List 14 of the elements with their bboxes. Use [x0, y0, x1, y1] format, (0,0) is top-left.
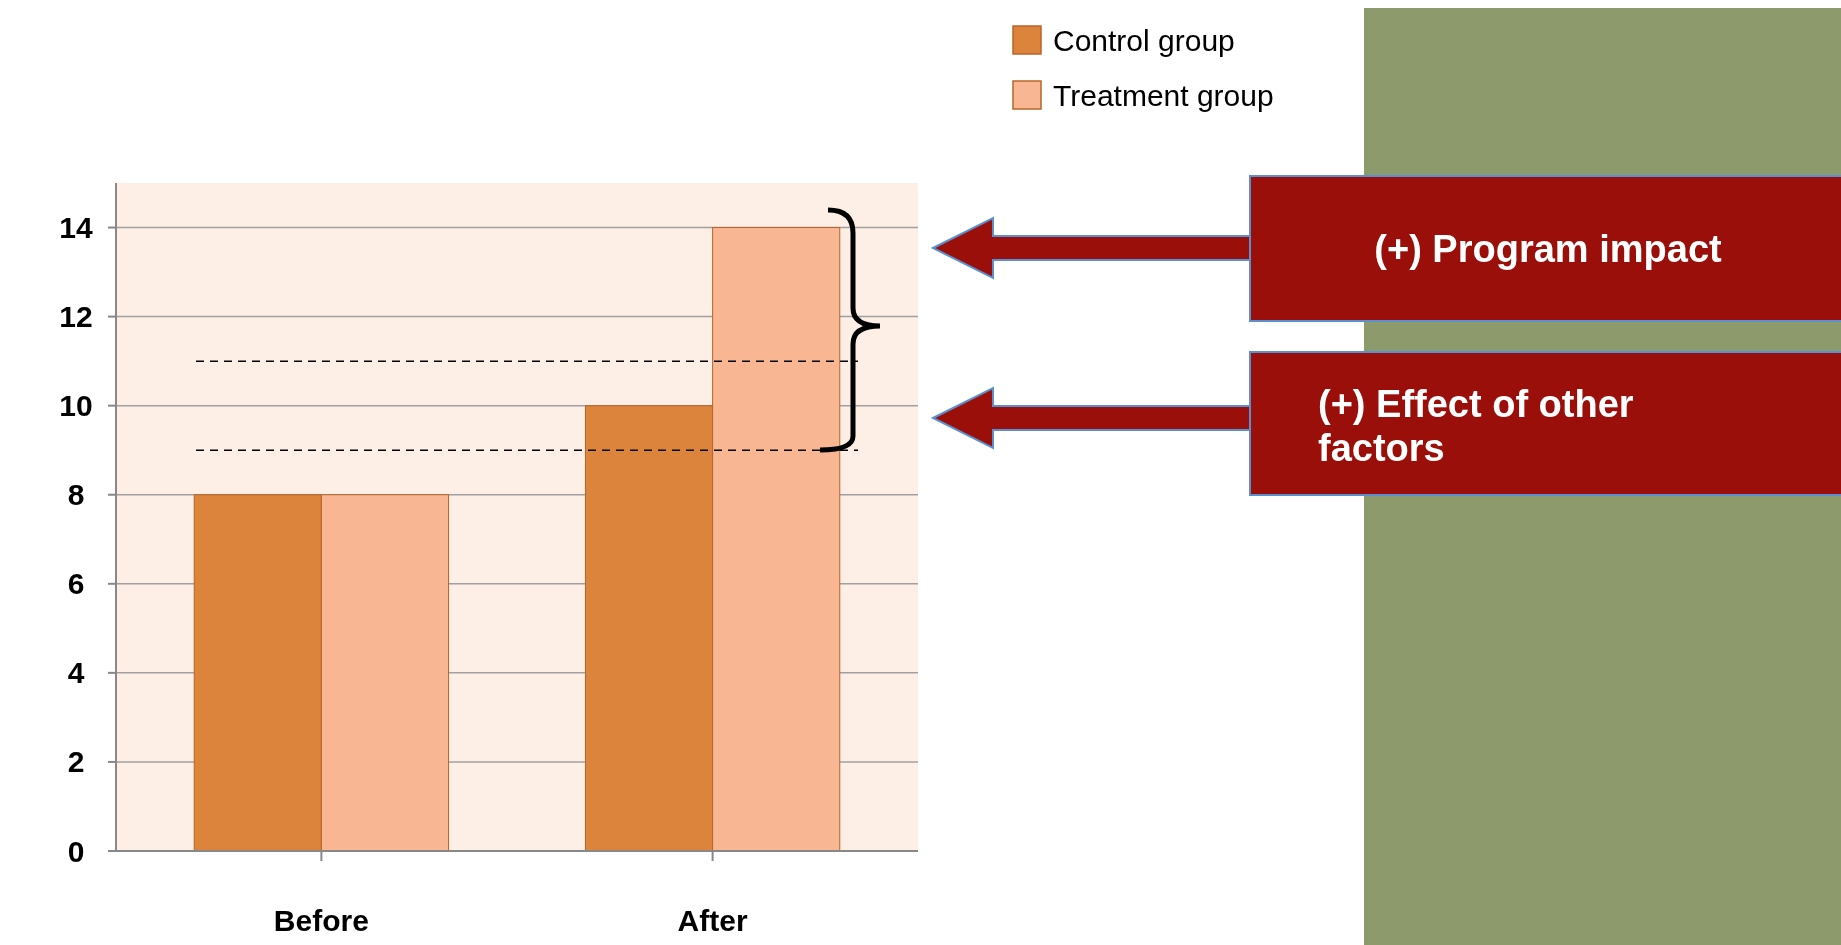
y-tick-label: 12 [59, 300, 93, 334]
legend-label: Treatment group [1053, 78, 1274, 112]
y-tick-label: 4 [67, 656, 85, 690]
x-tick-label: Before [273, 904, 369, 937]
y-tick-label: 8 [67, 478, 85, 512]
y-tick-label: 2 [67, 745, 85, 779]
text: (+) Program impact [1374, 227, 1723, 270]
y-tick-label: 14 [59, 211, 93, 245]
x-tick-label: After [677, 904, 748, 937]
y-tick-label: 10 [59, 389, 93, 423]
y-tick-label: 6 [67, 567, 85, 601]
legend-label: Control group [1053, 23, 1235, 57]
y-tick-label: 0 [67, 834, 85, 868]
text: (+) Effect of other factors [1318, 382, 1634, 469]
